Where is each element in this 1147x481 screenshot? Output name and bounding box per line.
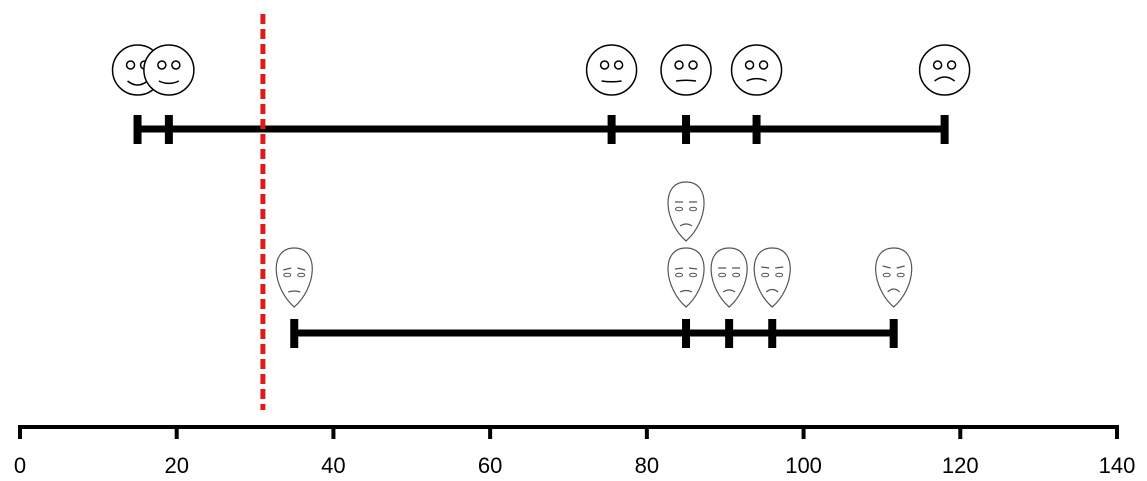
face-outline	[668, 182, 704, 241]
face-icon	[144, 45, 194, 95]
face-outline	[920, 45, 970, 95]
face-outline	[661, 45, 711, 95]
face-icon	[711, 248, 747, 307]
face-outline	[276, 248, 312, 307]
face-icon	[668, 248, 704, 307]
face-outline	[711, 248, 747, 307]
face-icon	[587, 45, 637, 95]
x-tick-label: 120	[942, 453, 979, 478]
x-tick-label: 100	[785, 453, 822, 478]
face-outline	[144, 45, 194, 95]
face-mouth	[602, 81, 622, 82]
face-outline	[876, 248, 912, 307]
x-tick-label: 60	[478, 453, 502, 478]
face-outline	[668, 248, 704, 307]
face-outline	[587, 45, 637, 95]
x-tick-label: 40	[321, 453, 345, 478]
face-icon	[668, 182, 704, 241]
face-icon	[661, 45, 711, 95]
page: 020406080100120140 (() => { const data =…	[0, 0, 1147, 481]
face-icon	[732, 45, 782, 95]
chart: 0 20 40 60 80 100 120 140	[0, 0, 1147, 481]
face-outline	[732, 45, 782, 95]
x-tick-label: 0	[14, 453, 26, 478]
x-tick-label: 80	[635, 453, 659, 478]
x-tick-label: 20	[164, 453, 188, 478]
face-icon	[754, 248, 790, 307]
face-icon	[876, 248, 912, 307]
face-mouth	[676, 80, 696, 81]
x-tick-label: 140	[1099, 453, 1136, 478]
face-outline	[754, 248, 790, 307]
face-icon	[276, 248, 312, 307]
face-icon	[920, 45, 970, 95]
